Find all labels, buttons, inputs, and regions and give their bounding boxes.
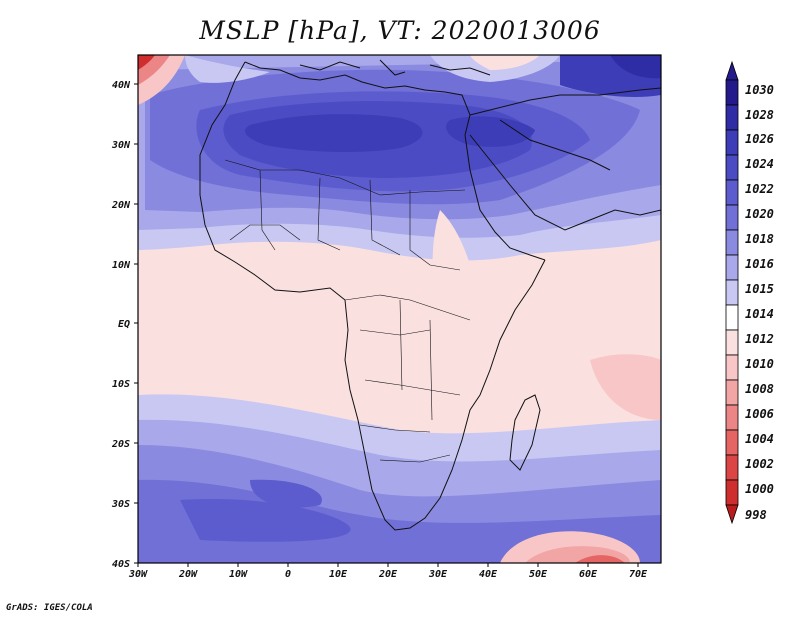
lat-label: 30S: [111, 499, 130, 510]
lon-label: 10E: [329, 569, 348, 580]
lon-label: 10W: [229, 569, 248, 580]
colorbar: [725, 60, 739, 525]
colorbar-label: 1026: [745, 132, 774, 146]
lon-ticks: [137, 563, 639, 567]
colorbar-segment: [725, 304, 739, 331]
lon-label: 70E: [629, 569, 648, 580]
pressure-field: [138, 55, 661, 563]
colorbar-segment: [725, 329, 739, 356]
colorbar-label: 1012: [745, 332, 774, 346]
lon-label: 20W: [178, 569, 198, 580]
lon-label: 60E: [579, 569, 598, 580]
colorbar-segment: [725, 204, 739, 231]
colorbar-cap-bottom: [725, 504, 739, 525]
colorbar-label: 1022: [745, 182, 774, 196]
colorbar-label: 1010: [745, 357, 774, 371]
map-title: MSLP [hPa], VT: 2020013006: [199, 16, 601, 45]
credit-text: GrADS: IGES/COLA: [6, 603, 93, 613]
colorbar-label: 1002: [745, 457, 774, 471]
colorbar-label: 1004: [745, 432, 774, 446]
colorbar-segment: [725, 429, 739, 456]
colorbar-segment: [725, 404, 739, 431]
lat-label: 20N: [111, 200, 131, 211]
colorbar-label: 1008: [745, 382, 774, 396]
colorbar-label: 1015: [745, 282, 774, 296]
lat-label: 20S: [111, 439, 130, 450]
colorbar-label: 1020: [745, 207, 774, 221]
colorbar-label: 1000: [745, 482, 774, 496]
plot-frame: [137, 54, 662, 564]
coastlines: [199, 59, 661, 531]
colorbar-segment: [725, 354, 739, 381]
lat-label: 10N: [112, 260, 131, 271]
colorbar-segment: [725, 279, 739, 306]
colorbar-label: 998: [745, 508, 767, 522]
colorbar-label: 1014: [745, 307, 774, 321]
colorbar-segment: [725, 379, 739, 406]
lat-label: EQ: [118, 319, 130, 330]
colorbar-segment: [725, 179, 739, 206]
lon-label: 0: [285, 569, 291, 580]
colorbar-segment: [725, 454, 739, 481]
colorbar-segment: [725, 479, 739, 506]
colorbar-segment: [725, 129, 739, 156]
colorbar-label: 1028: [745, 108, 774, 122]
lon-label: 30E: [428, 569, 448, 580]
lon-label: 50E: [529, 569, 548, 580]
colorbar-segment: [725, 104, 739, 131]
lon-label: 30W: [128, 569, 148, 580]
colorbar-label: 1018: [745, 232, 774, 246]
colorbar-segment: [725, 154, 739, 181]
colorbar-label: 1024: [745, 157, 774, 171]
colorbar-label: 1006: [745, 407, 774, 421]
country-borders: [224, 159, 471, 463]
lat-label: 40N: [112, 80, 131, 91]
colorbar-segment: [725, 254, 739, 281]
lat-label: 40S: [112, 559, 130, 570]
lat-ticks: [134, 83, 138, 564]
lat-label: 30N: [111, 140, 131, 151]
colorbar-segment: [725, 229, 739, 256]
colorbar-cap-top: [725, 60, 739, 81]
lon-label: 40E: [479, 569, 498, 580]
colorbar-segment: [725, 79, 739, 106]
colorbar-label: 1016: [745, 257, 774, 271]
lon-label: 20E: [378, 569, 398, 580]
colorbar-label: 1030: [745, 83, 774, 97]
lat-label: 10S: [112, 379, 130, 390]
